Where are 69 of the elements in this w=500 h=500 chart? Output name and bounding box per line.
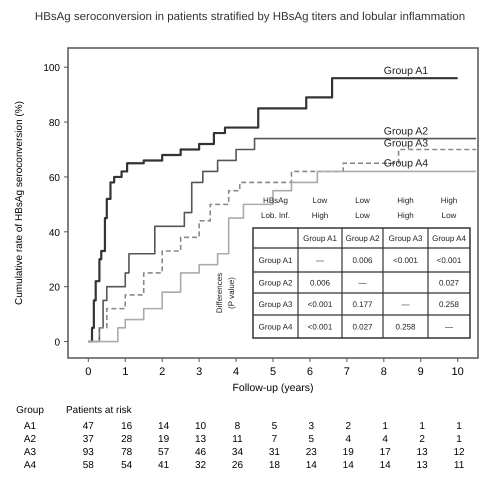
- annotation: —: [402, 300, 410, 309]
- text: 93 78 57 46 34 31 23 19 17 13 12: [82, 447, 465, 458]
- text: Group: [16, 405, 44, 416]
- series-label: Group A1: [384, 65, 428, 78]
- annotation: 0.177: [352, 300, 374, 309]
- annotation: Low: [442, 211, 457, 220]
- series-label: Group A3: [384, 138, 428, 150]
- x-tick-label: 7: [344, 366, 350, 378]
- annotation: High: [397, 211, 414, 220]
- annotation: Group A2: [258, 278, 293, 288]
- annotation: HBsAg: [263, 196, 288, 205]
- x-tick-label: 5: [270, 366, 276, 378]
- annotation: 0.027: [352, 322, 374, 332]
- x-tick-label: 6: [306, 366, 313, 378]
- annotation: <0.001: [436, 256, 462, 265]
- annotation: Low: [312, 196, 328, 205]
- annotation: —: [316, 256, 324, 265]
- annotation: 0.027: [438, 278, 460, 288]
- x-tick-label: 9: [418, 366, 424, 378]
- y-tick-label: 20: [48, 282, 60, 294]
- y-tick-label: 100: [43, 63, 60, 74]
- annotation: Group A1: [258, 256, 293, 265]
- x-tick-label: 10: [452, 366, 464, 378]
- text: A1: [24, 421, 37, 432]
- text: 37 28 19 13 11 7 5 4 4 2 1: [82, 434, 462, 445]
- annotation: —: [358, 278, 366, 288]
- y-tick-label: 0: [54, 338, 60, 349]
- annotation: Differences: [215, 272, 224, 314]
- y-tick-label: 60: [48, 172, 60, 184]
- x-tick-label: 3: [196, 366, 202, 378]
- annotation: Group A3: [388, 234, 423, 243]
- y-tick-label: 40: [48, 228, 60, 239]
- x-axis-title: Follow-up (years): [232, 382, 314, 394]
- y-tick-label: 80: [48, 118, 60, 130]
- x-tick-label: 8: [380, 366, 387, 378]
- x-tick-label: 0: [85, 366, 92, 378]
- y-axis-title: Cumulative rate of HBsAg seroconversion (%): [14, 101, 25, 305]
- annotation: Low: [355, 211, 370, 220]
- annotation: High: [312, 211, 328, 220]
- x-tick-label: 1: [122, 366, 128, 378]
- annotation: (P value): [227, 276, 236, 309]
- annotation: 0.006: [352, 256, 374, 265]
- annotation: Low: [355, 196, 370, 205]
- annotation: —: [445, 322, 453, 332]
- annotation: Group A4: [258, 322, 293, 332]
- annotation: 0.258: [438, 300, 460, 309]
- chart-title: HBsAg seroconversion in patients stratified by HBsAg titers and lobular inflammation: [34, 11, 466, 23]
- annotation: Group A3: [258, 300, 293, 309]
- annotation: <0.001: [393, 256, 418, 265]
- text: A4: [24, 460, 37, 471]
- text: 58 54 41 32 26 18 14 14 14 13 11: [82, 460, 464, 471]
- annotation: High: [440, 196, 458, 205]
- annotation: High: [397, 196, 414, 205]
- annotation: 0.258: [395, 322, 416, 332]
- annotation: <0.001: [308, 300, 333, 309]
- annotation: Lob. Inf.: [261, 211, 290, 220]
- text: A3: [24, 447, 37, 458]
- x-tick-label: 4: [233, 366, 240, 378]
- text: 47 16 14 10 8 5 3 2 1 1 1: [82, 421, 462, 432]
- text: A2: [24, 434, 37, 445]
- annotation: Group A4: [432, 234, 466, 243]
- series-label: Group A4: [384, 157, 428, 170]
- text: Patients at risk: [66, 405, 133, 416]
- annotation: Group A2: [346, 234, 380, 243]
- annotation: 0.006: [310, 278, 331, 288]
- series-label: Group A2: [384, 126, 428, 138]
- annotation: Group A1: [303, 234, 338, 243]
- annotation: <0.001: [308, 322, 333, 332]
- x-tick-label: 2: [159, 366, 166, 378]
